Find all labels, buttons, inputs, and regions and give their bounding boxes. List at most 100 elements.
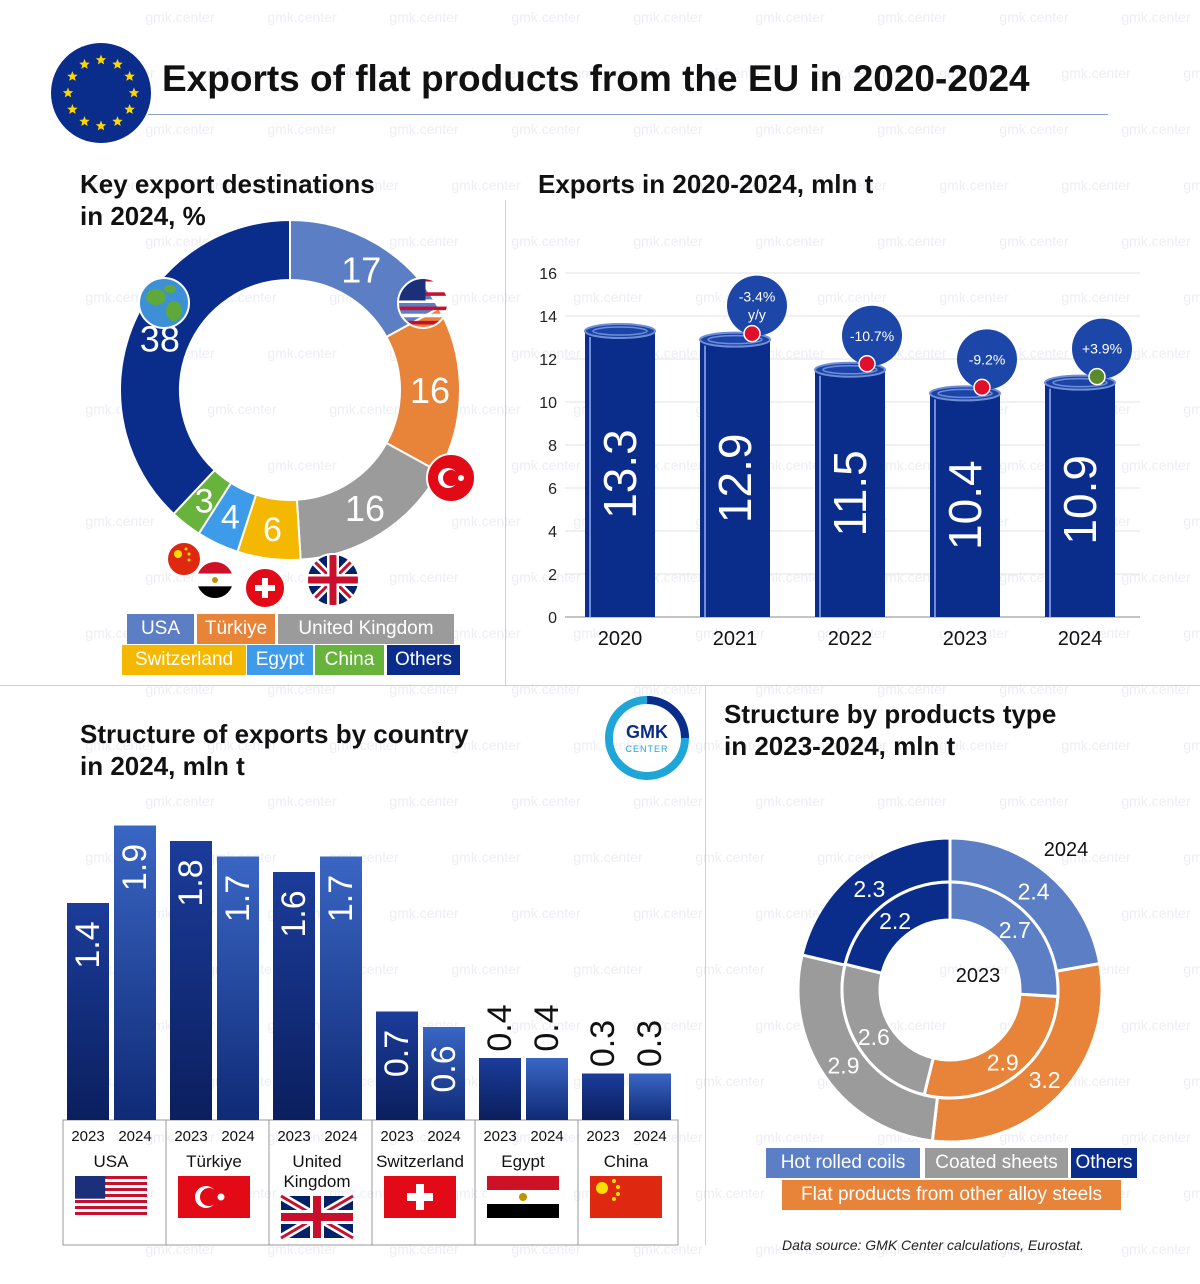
watermark-text: gmk.center (999, 793, 1069, 809)
watermark-text: gmk.center (1061, 65, 1131, 81)
watermark-text: gmk.center (267, 9, 337, 25)
change-badge-text: -9.2% (969, 351, 1006, 367)
bar-body (700, 339, 770, 617)
country-bar-2024 (114, 825, 156, 1120)
country-bar-2024 (217, 856, 259, 1120)
bar-cap-ring (592, 326, 648, 336)
title-underline (148, 114, 1108, 115)
y-tick-label: 2 (548, 567, 557, 584)
watermark-text: gmk.center (389, 681, 459, 697)
donut-value-label: 2.9 (828, 1053, 860, 1079)
bar-value-label: 13.3 (594, 429, 646, 519)
country-bar-2023 (479, 1058, 521, 1120)
bar-2020: 13.3 (584, 323, 656, 617)
country-label: Egypt (501, 1152, 545, 1171)
uk-flag-icon (278, 1192, 356, 1242)
donut-value-label: 2.7 (999, 917, 1031, 943)
exports-bar-chart: 0 2 4 6 8 10 12 14 16 13.3 2020 12.9 2021 -3.4% y/y 11.… (539, 266, 1140, 650)
donut-value-label: 2.9 (987, 1050, 1019, 1076)
watermark-text: gmk.center (1183, 961, 1200, 977)
legend-item-switzerland: Switzerland (122, 645, 246, 675)
watermark-text: gmk.center (511, 233, 581, 249)
watermark-text: gmk.center (1121, 9, 1191, 25)
watermark-text: gmk.center (511, 121, 581, 137)
watermark-text: gmk.center (1183, 1073, 1200, 1089)
watermark-text: gmk.center (633, 121, 703, 137)
watermark-text: gmk.center (633, 233, 703, 249)
watermark-text: gmk.center (1183, 625, 1200, 641)
bar-value-label: 12.9 (709, 434, 761, 524)
watermark-text: gmk.center (389, 9, 459, 25)
eu-star-icon (79, 58, 90, 69)
country-label: China (604, 1152, 649, 1171)
legend-item-türkiye: Türkiye (197, 614, 275, 644)
change-badge (842, 305, 902, 366)
watermark-text: gmk.center (877, 121, 947, 137)
watermark-text: gmk.center (1183, 1185, 1200, 1201)
y-tick-label: 14 (539, 309, 557, 326)
watermark-text: gmk.center (145, 121, 215, 137)
x-tick-label: 2023 (943, 628, 988, 650)
watermark-text: gmk.center (877, 793, 947, 809)
bar-cap-ring (822, 365, 878, 375)
year-label: 2023 (586, 1128, 619, 1145)
watermark-text: gmk.center (999, 121, 1069, 137)
eu-star-icon (124, 71, 135, 81)
watermark-text: gmk.center (1183, 513, 1200, 529)
change-badge-text: y/y (748, 307, 766, 323)
watermark-text: gmk.center (1183, 65, 1200, 81)
eu-star-icon (112, 58, 123, 69)
year-label: 2023 (71, 1128, 104, 1145)
x-tick-label: 2020 (598, 628, 643, 650)
watermark-text: gmk.center (1121, 681, 1191, 697)
y-tick-label: 4 (548, 524, 557, 541)
page-title: Exports of flat products from the EU in … (162, 58, 1030, 99)
divider-vertical-bottom (705, 685, 706, 1245)
country-table-frame (62, 1119, 679, 1246)
watermark-text: gmk.center (877, 9, 947, 25)
y-tick-label: 12 (539, 352, 557, 369)
country-bar-value: 1.7 (322, 875, 360, 922)
watermark-text: gmk.center (267, 681, 337, 697)
watermark-text: gmk.center (1121, 1241, 1191, 1257)
y-tick-label: 8 (548, 438, 557, 455)
bar-value-label: 11.5 (824, 450, 876, 536)
bar-2021: 12.9 (699, 331, 771, 617)
decrease-dot-icon (858, 355, 876, 373)
bar-cap-ring (707, 334, 763, 345)
eu-flag-icon (51, 43, 151, 143)
legend-item-hot-rolled-coils: Hot rolled coils (766, 1148, 920, 1178)
china-flag-icon (166, 541, 202, 577)
legend-item-others: Others (387, 645, 460, 675)
country-structure-title-line2: in 2024, mln t (80, 751, 245, 781)
bar-cap-ring (1052, 377, 1108, 388)
egypt-flag-icon (195, 560, 235, 600)
product-structure-title: Structure by products type in 2023-2024,… (724, 698, 1056, 762)
legend-item-flat-products-from-other-alloy-steels: Flat products from other alloy steels (782, 1180, 1121, 1210)
donut-value-label: 2.4 (1018, 878, 1050, 904)
year-label: 2024 (118, 1128, 151, 1145)
donut-value-label: 17 (341, 249, 381, 290)
bar-body (930, 393, 1000, 617)
logo-text-center: CENTER (625, 744, 668, 754)
x-tick-label: 2021 (713, 628, 758, 650)
destinations-title: Key export destinations in 2024, % (80, 168, 375, 232)
country-bar-2024 (423, 1027, 465, 1120)
logo-text-gmk: GMK (626, 722, 668, 742)
watermark-text: gmk.center (1121, 793, 1191, 809)
country-label: USA (94, 1152, 130, 1171)
eu-star-icon (128, 87, 140, 98)
country-bar-2023 (170, 841, 212, 1120)
donut-value-label: 2.2 (879, 908, 911, 934)
watermark-text: gmk.center (1061, 177, 1131, 193)
watermark-text: gmk.center (451, 625, 521, 641)
destinations-title-line1: Key export destinations (80, 169, 375, 199)
change-badge-text: +3.9% (1082, 341, 1122, 357)
gmk-center-logo: GMK CENTER (605, 696, 689, 780)
watermark-text: gmk.center (755, 681, 825, 697)
change-badge (727, 275, 787, 336)
year-label: 2024 (427, 1128, 460, 1145)
watermark-text: gmk.center (755, 121, 825, 137)
watermark-text: gmk.center (1121, 1129, 1191, 1145)
bar-value-label: 10.9 (1054, 455, 1106, 545)
